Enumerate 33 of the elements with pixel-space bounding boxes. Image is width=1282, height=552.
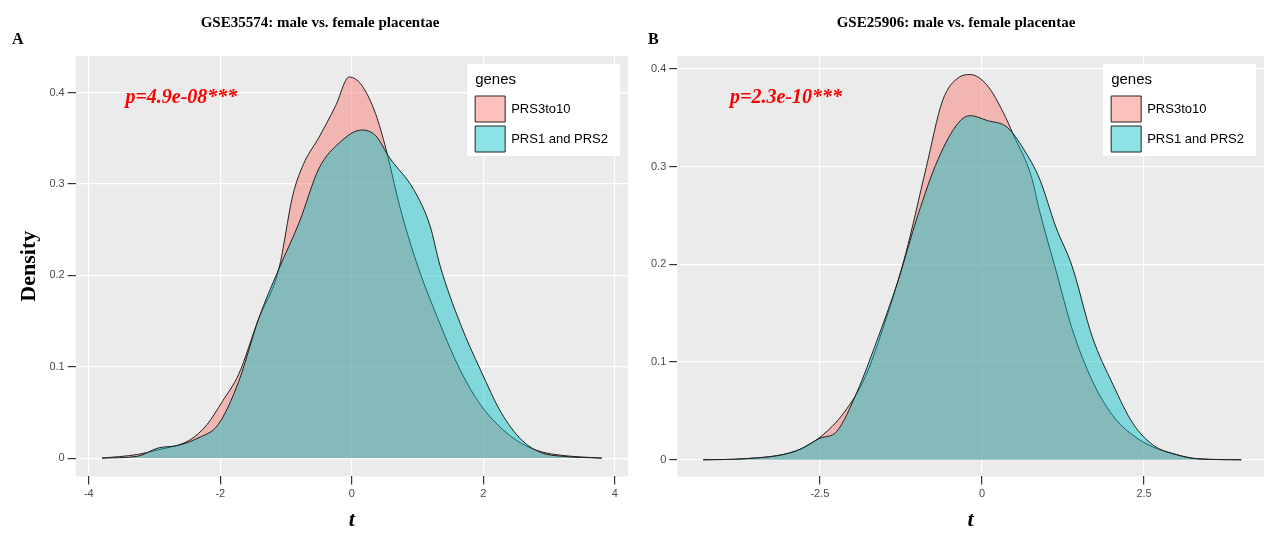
y-tick-label: 0: [660, 452, 667, 465]
legend-title: genes: [1111, 70, 1153, 88]
x-tick-label: 2.5: [1136, 487, 1152, 500]
x-tick-label: 0: [978, 487, 986, 500]
annotation: p=2.3e-10***: [728, 85, 844, 109]
y-tick-label: 0.3: [650, 159, 667, 172]
y-tick-label: 0.2: [650, 257, 667, 270]
y-tick-label: 0.1: [650, 355, 667, 368]
x-axis-title: t: [967, 506, 975, 532]
x-tick-label: -2.5: [810, 487, 830, 500]
legend-label: PRS1 and PRS2: [511, 130, 609, 146]
y-tick-label: 0.2: [49, 268, 65, 281]
legend-label: PRS3to10: [1147, 100, 1207, 116]
annotation: p=4.9e-08***: [123, 85, 239, 109]
x-tick-label: -2: [215, 487, 226, 500]
x-tick-label: 4: [611, 487, 618, 500]
text: B: [648, 30, 659, 48]
x-tick-label: 2: [480, 487, 487, 500]
x-tick-label: -4: [83, 487, 94, 500]
chart-title: GSE25906: male vs. female placentae: [836, 13, 1076, 30]
legend-title: genes: [475, 70, 517, 88]
y-tick-label: 0.4: [650, 61, 667, 74]
chart-title: GSE35574: male vs. female placentae: [200, 13, 440, 30]
y-axis-title: Density: [14, 230, 40, 302]
y-tick-label: 0: [58, 451, 65, 464]
y-tick-label: 0.1: [49, 359, 65, 372]
text: A: [12, 30, 24, 48]
y-tick-label: 0.3: [49, 176, 65, 189]
y-tick-label: 0.4: [49, 85, 65, 98]
legend-label: PRS3to10: [511, 100, 571, 116]
x-axis-title: t: [348, 506, 356, 532]
x-tick-label: 0: [348, 487, 355, 500]
legend-label: PRS1 and PRS2: [1147, 130, 1245, 146]
